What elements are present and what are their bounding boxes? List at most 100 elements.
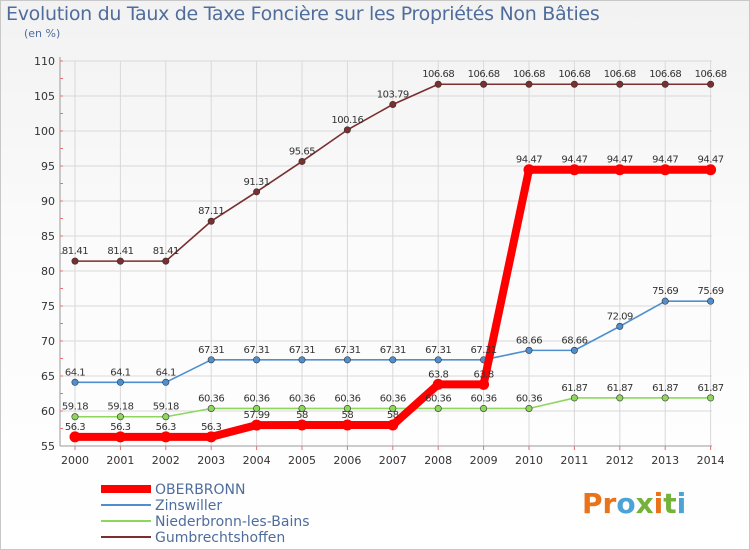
data-point <box>298 157 306 165</box>
data-label: 64.1 <box>156 367 176 378</box>
data-label: 75.69 <box>652 286 678 297</box>
data-label: 59.18 <box>107 402 133 413</box>
data-point <box>253 404 261 412</box>
x-tick-label: 2010 <box>515 454 543 467</box>
data-point <box>207 217 215 225</box>
data-point <box>298 356 306 364</box>
y-tick-label: 90 <box>41 195 55 208</box>
data-label: 67.31 <box>244 345 270 356</box>
y-tick-label: 75 <box>41 300 55 313</box>
data-point <box>160 431 172 443</box>
data-point <box>616 394 624 402</box>
x-tick-label: 2004 <box>243 454 271 467</box>
y-tick-label: 60 <box>41 405 55 418</box>
data-label: 81.41 <box>107 246 133 257</box>
data-label: 60.36 <box>425 393 451 404</box>
data-point <box>253 356 261 364</box>
data-label: 67.31 <box>198 345 224 356</box>
data-label: 106.68 <box>558 69 590 80</box>
y-tick-label: 100 <box>34 125 55 138</box>
data-label: 106.68 <box>649 69 681 80</box>
data-point <box>205 431 217 443</box>
y-tick-label: 80 <box>41 265 55 278</box>
data-label: 58 <box>296 410 308 421</box>
data-label: 56.3 <box>156 422 176 433</box>
data-label: 58 <box>342 410 354 421</box>
data-label: 64.1 <box>65 367 85 378</box>
data-label: 87.11 <box>198 206 224 217</box>
data-label: 106.68 <box>695 69 727 80</box>
y-tick-label: 70 <box>41 335 55 348</box>
data-point <box>480 404 488 412</box>
data-point <box>69 431 81 443</box>
data-label: 106.68 <box>513 69 545 80</box>
data-label: 63.8 <box>428 369 448 380</box>
data-label: 57.99 <box>244 410 270 421</box>
data-label: 61.87 <box>561 383 587 394</box>
data-point <box>116 378 124 386</box>
data-label: 59.18 <box>62 402 88 413</box>
y-tick-label: 105 <box>34 90 55 103</box>
data-label: 56.3 <box>201 422 221 433</box>
data-point <box>389 100 397 108</box>
x-tick-label: 2003 <box>197 454 225 467</box>
data-label: 63.8 <box>473 369 493 380</box>
chart-title: Evolution du Taux de Taxe Foncière sur l… <box>6 3 600 25</box>
data-label: 67.31 <box>289 345 315 356</box>
data-point <box>341 419 353 431</box>
data-point <box>207 404 215 412</box>
y-tick-label: 55 <box>41 440 55 453</box>
x-tick-label: 2002 <box>152 454 180 467</box>
data-point <box>71 378 79 386</box>
x-tick-label: 2009 <box>470 454 498 467</box>
data-point <box>162 413 170 421</box>
data-point <box>253 188 261 196</box>
data-point <box>661 394 669 402</box>
x-tick-label: 2008 <box>424 454 452 467</box>
data-point <box>661 80 669 88</box>
x-tick-label: 2006 <box>333 454 361 467</box>
data-point <box>343 404 351 412</box>
data-label: 103.79 <box>377 89 409 100</box>
data-point <box>298 404 306 412</box>
data-point <box>523 164 535 176</box>
data-label: 60.36 <box>380 393 406 404</box>
data-label: 59.18 <box>153 402 179 413</box>
legend-label: OBERBRONN <box>155 482 246 498</box>
data-label: 56.3 <box>110 422 130 433</box>
data-label: 58 <box>387 410 399 421</box>
data-point <box>705 164 717 176</box>
x-tick-label: 2000 <box>61 454 89 467</box>
data-point <box>614 164 626 176</box>
data-label: 64.1 <box>110 367 130 378</box>
data-point <box>389 404 397 412</box>
data-label: 68.66 <box>561 335 587 346</box>
x-tick-label: 2012 <box>606 454 634 467</box>
y-tick-label: 110 <box>34 55 55 68</box>
data-label: 61.87 <box>652 383 678 394</box>
data-point <box>116 413 124 421</box>
data-point <box>661 297 669 305</box>
data-point <box>570 394 578 402</box>
data-point <box>478 378 490 390</box>
data-point <box>389 356 397 364</box>
x-tick-label: 2013 <box>651 454 679 467</box>
y-tick-label: 65 <box>41 370 55 383</box>
legend-label: Zinswiller <box>155 498 222 514</box>
data-label: 60.36 <box>516 393 542 404</box>
data-label: 68.66 <box>516 335 542 346</box>
data-point <box>570 80 578 88</box>
data-point <box>207 356 215 364</box>
data-point <box>116 257 124 265</box>
legend-label: Niederbronn-les-Bains <box>155 514 310 530</box>
data-label: 94.47 <box>652 155 678 166</box>
data-point <box>525 80 533 88</box>
y-axis-unit-label: (en %) <box>24 27 61 40</box>
data-label: 94.47 <box>607 155 633 166</box>
data-point <box>570 346 578 354</box>
data-point <box>568 164 580 176</box>
data-label: 67.31 <box>471 345 497 356</box>
data-label: 72.09 <box>607 311 633 322</box>
